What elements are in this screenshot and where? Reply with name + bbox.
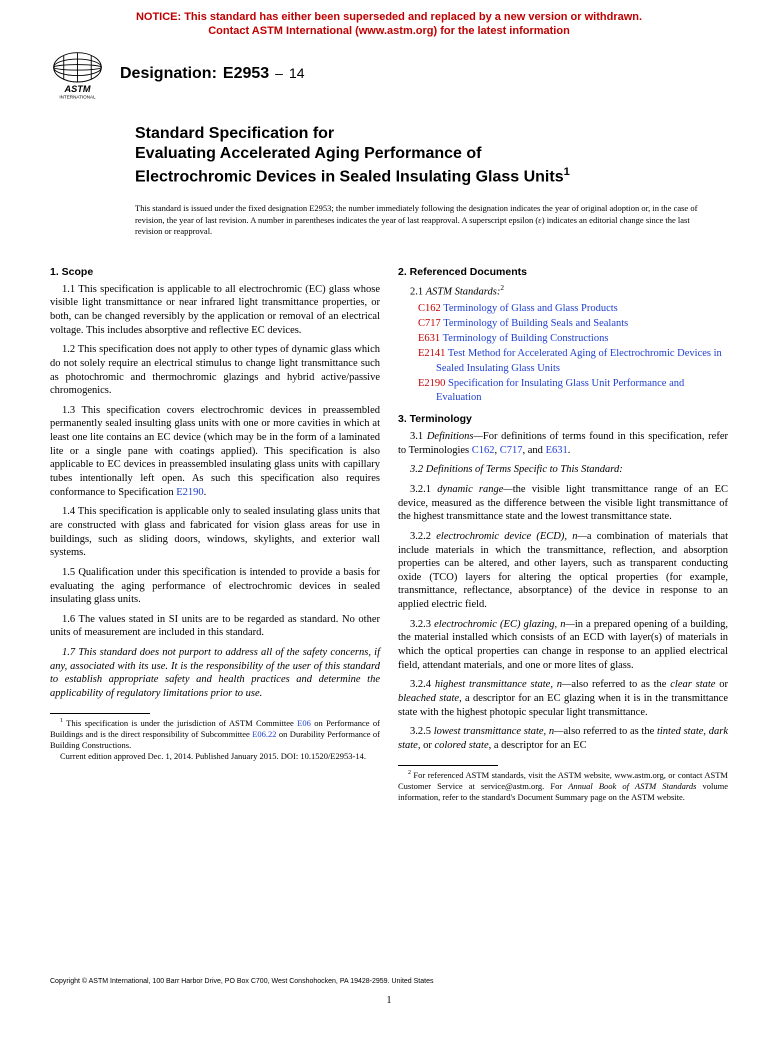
intro-note: This standard is issued under the fixed … bbox=[0, 193, 778, 252]
designation-code: E2953 bbox=[223, 65, 269, 83]
notice-line2: Contact ASTM International (www.astm.org… bbox=[208, 25, 570, 37]
designation-year: 14 bbox=[289, 65, 305, 81]
ref-e631: E631 Terminology of Building Constructio… bbox=[418, 332, 728, 346]
page-number: 1 bbox=[0, 995, 778, 1006]
p-1-3: 1.3 This specification covers electrochr… bbox=[50, 404, 380, 499]
p-3-1: 3.1 Definitions—For definitions of terms… bbox=[398, 430, 728, 457]
p-1-4: 1.4 This specification is applicable onl… bbox=[50, 505, 380, 560]
p-2-1: 2.1 ASTM Standards:2 bbox=[398, 283, 728, 299]
footnote-1: 1 This specification is under the jurisd… bbox=[50, 718, 380, 751]
footnote-1b: Current edition approved Dec. 1, 2014. P… bbox=[50, 751, 380, 762]
left-column: 1. Scope 1.1 This specification is appli… bbox=[50, 258, 380, 803]
header-row: ASTMINTERNATIONAL Designation: E2953 – 1… bbox=[0, 44, 778, 109]
copyright: Copyright © ASTM International, 100 Barr… bbox=[50, 978, 434, 985]
p-1-5: 1.5 Qualification under this specificati… bbox=[50, 566, 380, 607]
svg-text:INTERNATIONAL: INTERNATIONAL bbox=[59, 94, 96, 99]
columns: 1. Scope 1.1 This specification is appli… bbox=[0, 253, 778, 803]
title-line2a: Evaluating Accelerated Aging Performance… bbox=[135, 145, 481, 162]
p-3-2-3: 3.2.3 electrochromic (EC) glazing, n—in … bbox=[398, 618, 728, 673]
notice-line1: NOTICE: This standard has either been su… bbox=[136, 11, 642, 23]
astm-logo: ASTMINTERNATIONAL bbox=[50, 49, 105, 99]
link-c717[interactable]: C717 bbox=[500, 445, 523, 456]
p-3-2: 3.2 Definitions of Terms Specific to Thi… bbox=[398, 463, 728, 477]
title-block: Standard Specification for Evaluating Ac… bbox=[0, 109, 778, 194]
p-1-6: 1.6 The values stated in SI units are to… bbox=[50, 613, 380, 640]
svg-text:ASTM: ASTM bbox=[64, 84, 91, 94]
p-1-7: 1.7 This standard does not purport to ad… bbox=[50, 646, 380, 701]
p-3-2-2: 3.2.2 electrochromic device (ECD), n—a c… bbox=[398, 530, 728, 612]
p-1-1: 1.1 This specification is applicable to … bbox=[50, 283, 380, 338]
designation: Designation: E2953 – 14 bbox=[120, 65, 305, 83]
scope-head: 1. Scope bbox=[50, 266, 380, 278]
title-line2b: Electrochromic Devices in Sealed Insulat… bbox=[135, 169, 564, 186]
link-e0622[interactable]: E06.22 bbox=[252, 729, 276, 739]
title-line2: Evaluating Accelerated Aging Performance… bbox=[135, 144, 728, 188]
footnote-separator bbox=[50, 713, 150, 714]
ref-e2141: E2141 Test Method for Accelerated Aging … bbox=[418, 347, 728, 375]
designation-sep: – bbox=[275, 65, 283, 81]
p-3-2-5: 3.2.5 lowest transmittance state, n—also… bbox=[398, 725, 728, 752]
ref-c717: C717 Terminology of Building Seals and S… bbox=[418, 317, 728, 331]
ref-list: C162 Terminology of Glass and Glass Prod… bbox=[398, 302, 728, 405]
title-line1: Standard Specification for bbox=[135, 124, 728, 145]
link-e06[interactable]: E06 bbox=[297, 718, 311, 728]
footnote-2: 2 For referenced ASTM standards, visit t… bbox=[398, 770, 728, 803]
footnote-separator-2 bbox=[398, 765, 498, 766]
designation-label: Designation: bbox=[120, 65, 217, 83]
notice-banner: NOTICE: This standard has either been su… bbox=[0, 0, 778, 44]
link-c162[interactable]: C162 bbox=[472, 445, 495, 456]
refs-head: 2. Referenced Documents bbox=[398, 266, 728, 278]
term-head: 3. Terminology bbox=[398, 413, 728, 425]
link-e2190[interactable]: E2190 bbox=[176, 487, 203, 498]
right-column: 2. Referenced Documents 2.1 ASTM Standar… bbox=[398, 258, 728, 803]
p-1-2: 1.2 This specification does not apply to… bbox=[50, 343, 380, 398]
p-3-2-1: 3.2.1 dynamic range—the visible light tr… bbox=[398, 483, 728, 524]
title-sup: 1 bbox=[564, 166, 570, 178]
p-3-2-4: 3.2.4 highest transmittance state, n—als… bbox=[398, 678, 728, 719]
ref-e2190: E2190 Specification for Insulating Glass… bbox=[418, 377, 728, 405]
ref-c162: C162 Terminology of Glass and Glass Prod… bbox=[418, 302, 728, 316]
link-e631[interactable]: E631 bbox=[546, 445, 568, 456]
